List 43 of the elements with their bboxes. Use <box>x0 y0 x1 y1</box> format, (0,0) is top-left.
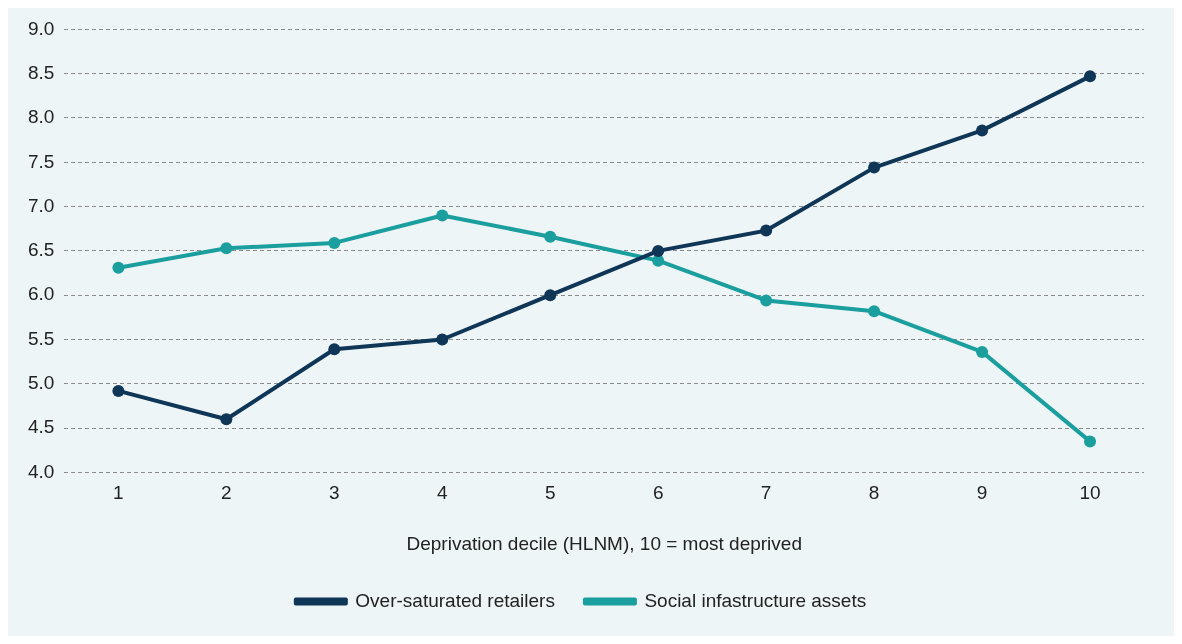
point <box>976 124 989 137</box>
y-tick-label: 8.0 <box>27 106 55 128</box>
point <box>220 413 233 426</box>
x-tick-label: 10 <box>1079 482 1101 504</box>
x-tick-label: 4 <box>436 482 448 504</box>
point <box>544 230 557 243</box>
point <box>328 343 341 356</box>
y-tick-label: 6.0 <box>27 283 55 305</box>
point <box>652 244 665 257</box>
y-tick-label: 7.0 <box>27 194 55 216</box>
x-axis-title: Deprivation decile (HLNM), 10 = most deprived <box>406 532 802 554</box>
x-tick-label: 1 <box>113 482 124 504</box>
point <box>1084 70 1097 83</box>
x-tick-label: 6 <box>652 482 664 504</box>
y-tick-label: 4.5 <box>27 416 55 438</box>
point <box>1084 435 1097 448</box>
y-tick-label: 6.5 <box>27 239 55 261</box>
point <box>544 289 557 302</box>
legend-label: Over-saturated retailers <box>355 589 555 611</box>
y-tick-label: 8.5 <box>27 61 55 83</box>
x-tick-label: 3 <box>329 482 340 504</box>
point <box>760 294 773 307</box>
y-tick-label: 5.0 <box>27 372 55 394</box>
x-tick-label: 9 <box>976 482 988 504</box>
point <box>436 209 449 222</box>
y-tick-label: 7.5 <box>27 150 55 172</box>
point <box>760 224 773 237</box>
point <box>112 261 125 274</box>
x-tick-label: 2 <box>221 482 232 504</box>
point <box>976 345 989 358</box>
point <box>436 333 449 346</box>
point <box>868 305 881 318</box>
y-tick-label: 4.0 <box>27 460 55 482</box>
x-tick-label: 5 <box>544 482 556 504</box>
y-tick-label: 9.0 <box>27 17 55 39</box>
point <box>220 242 233 255</box>
point <box>112 384 125 397</box>
point <box>868 161 881 174</box>
x-tick-label: 8 <box>868 482 880 504</box>
x-tick-label: 7 <box>760 482 772 504</box>
y-tick-label: 5.5 <box>27 327 55 349</box>
point <box>328 236 341 249</box>
legend-label: Social infastructure assets <box>644 589 867 611</box>
